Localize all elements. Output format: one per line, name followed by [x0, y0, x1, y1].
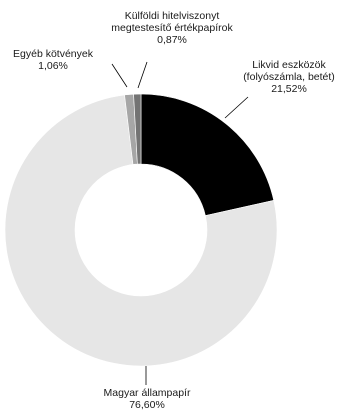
leader-line-likvid: [225, 97, 248, 118]
slice-likvid-eszkozok: [141, 94, 274, 216]
slice-label-egyeb-kotvenyek: Egyéb kötvények 1,06%: [0, 48, 106, 72]
slice-label-likvid-eszkozok: Likvid eszközök (folyószámla, betét) 21,…: [229, 59, 343, 95]
slice-label-magyar-allampapir: Magyar állampapír 76,60%: [22, 387, 272, 411]
slice-label-kulfoldi-line-2: megtestesítő értékpapírok: [94, 22, 250, 34]
slice-label-likvid-line-1: Likvid eszközök: [229, 59, 343, 71]
leader-line-kulfoldi: [138, 62, 147, 88]
slice-label-likvid-line-2: (folyószámla, betét): [229, 71, 343, 83]
slice-label-kulfoldi-ertekpapirok: Külföldi hitelviszonyt megtestesítő érté…: [94, 10, 250, 46]
slice-label-likvid-percent: 21,52%: [229, 83, 343, 95]
slice-label-egyeb-percent: 1,06%: [0, 60, 106, 72]
leader-line-egyeb: [112, 64, 127, 87]
slice-label-kulfoldi-line-1: Külföldi hitelviszonyt: [94, 10, 250, 22]
slice-label-allampapir-line-1: Magyar állampapír: [22, 387, 272, 399]
slice-label-allampapir-percent: 76,60%: [22, 399, 272, 411]
slice-label-kulfoldi-percent: 0,87%: [94, 34, 250, 46]
slice-label-egyeb-line-1: Egyéb kötvények: [0, 48, 106, 60]
